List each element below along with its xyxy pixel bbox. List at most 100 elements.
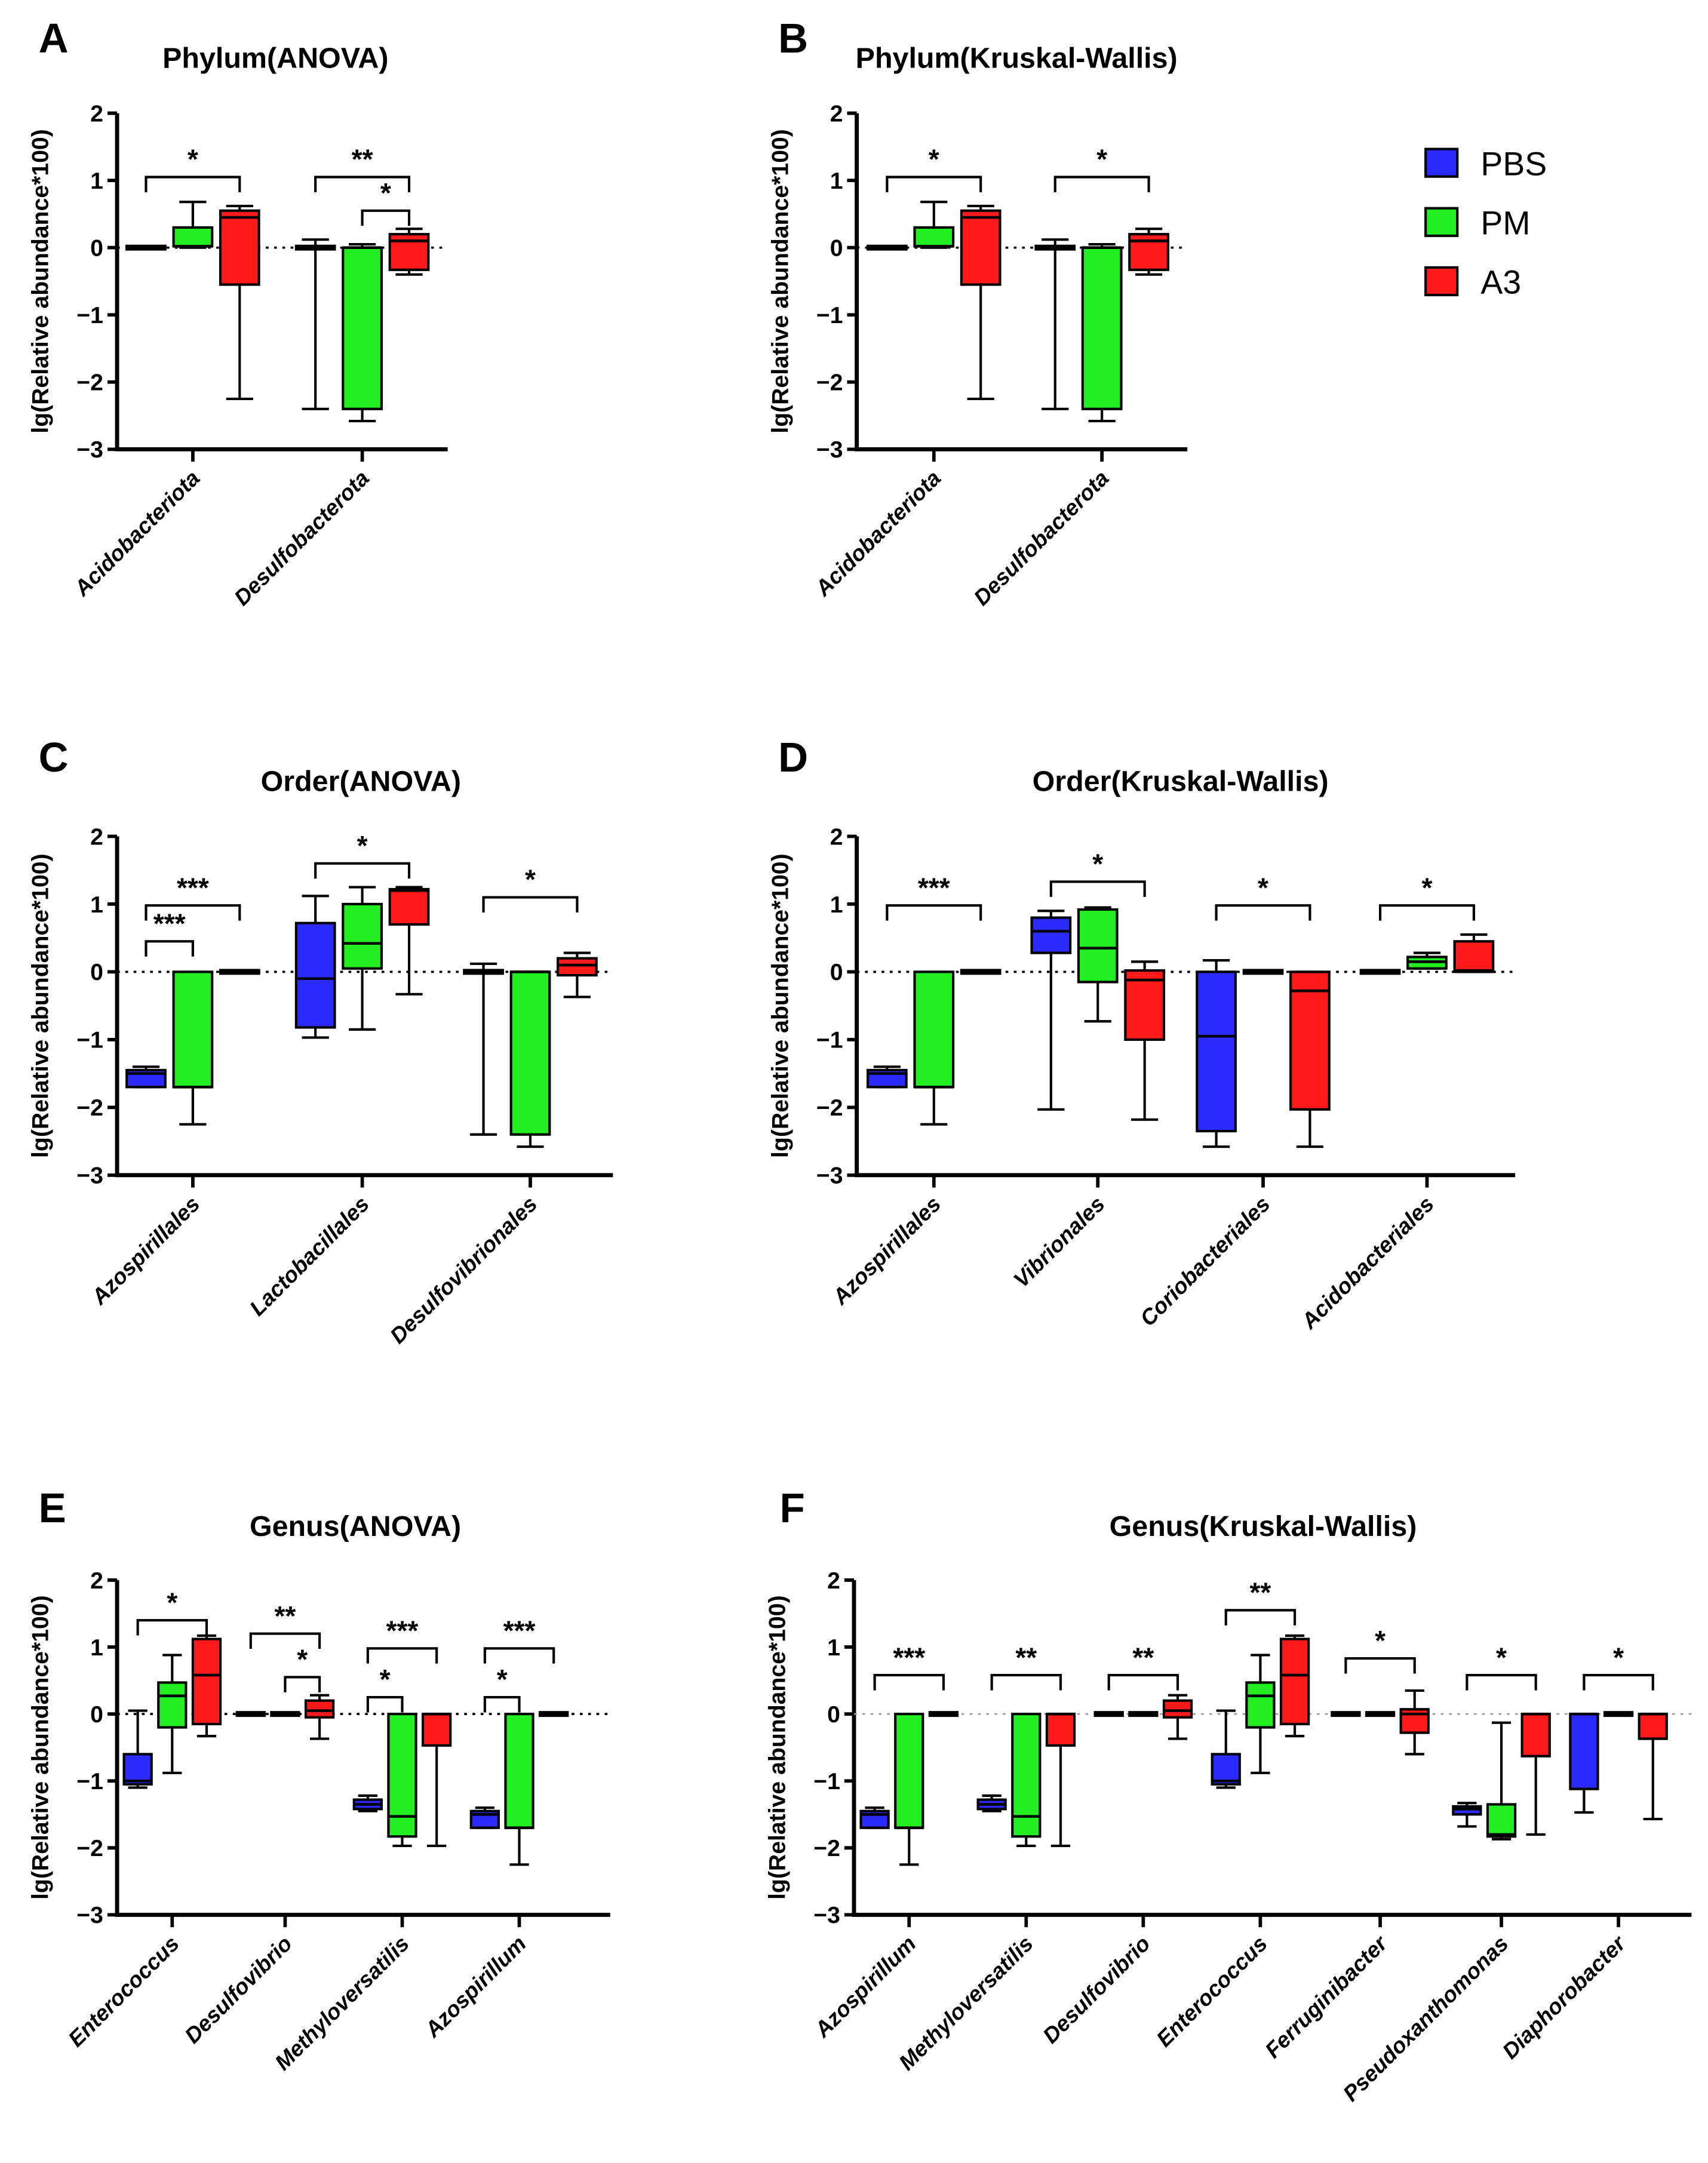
x-tick-label: Azospirillales (827, 1191, 945, 1310)
box-pbs (122, 1709, 153, 1789)
box-pm (1406, 951, 1448, 970)
box-pbs (1034, 238, 1076, 410)
significance-label: *** (918, 872, 950, 903)
box-iqr (1279, 1637, 1310, 1726)
significance-label: *** (153, 908, 186, 939)
box-iqr (172, 226, 214, 248)
significance-label: * (297, 1644, 308, 1675)
y-tick-label: 1 (827, 1635, 840, 1661)
box-pm (1242, 969, 1284, 975)
box-pm (1365, 1711, 1396, 1718)
box-a3 (1453, 933, 1495, 973)
chart-title: Order(ANOVA) (261, 765, 461, 797)
significance-bracket (990, 1674, 1062, 1691)
significance-label: ** (1249, 1577, 1271, 1608)
box-pm (509, 970, 551, 1148)
box-iqr (894, 1713, 924, 1829)
box-a3 (960, 204, 1002, 400)
box-iqr (1081, 246, 1123, 410)
significance-label: *** (386, 1615, 419, 1646)
box-iqr (342, 246, 383, 410)
significance-label: * (380, 1664, 391, 1695)
x-tick-label: Desulfobacterota (229, 466, 374, 610)
box-iqr (1569, 1713, 1599, 1790)
x-tick-label: Coriobacteriales (1135, 1191, 1274, 1331)
significance-label: * (188, 144, 198, 175)
box-iqr (219, 209, 260, 286)
significance-bracket (482, 896, 579, 912)
y-tick-label: −3 (816, 437, 843, 463)
significance-label: * (1092, 849, 1103, 880)
significance-label: * (1375, 1625, 1386, 1656)
significance-bracket (314, 862, 411, 879)
box-iqr (172, 970, 214, 1089)
chart-title: Order(Kruskal-Wallis) (1033, 765, 1329, 797)
y-tick-label: −1 (76, 303, 103, 328)
significance-label: ** (1015, 1642, 1037, 1673)
box-pbs (866, 1065, 908, 1089)
significance-bracket (361, 209, 411, 226)
box-a3 (1279, 1634, 1310, 1738)
box-iqr (294, 921, 336, 1029)
y-axis-label: lg(Relative abundance*100) (28, 129, 54, 434)
box-pbs (469, 1806, 500, 1829)
panel-a: A Phylum(ANOVA) lg(Relative abundance*100)… (28, 15, 448, 610)
significance-bracket (314, 176, 411, 192)
y-tick-label: 1 (830, 892, 843, 918)
y-tick-label: −3 (816, 1163, 843, 1189)
panel-letter: B (778, 15, 808, 62)
x-tick-label: Vibrionales (1009, 1191, 1110, 1292)
box-pbs (352, 1794, 383, 1812)
significance-bracket (1466, 1674, 1537, 1691)
chart-title: Phylum(ANOVA) (162, 42, 388, 74)
box-pbs (235, 1711, 266, 1718)
box-pbs (1452, 1802, 1482, 1828)
box-pbs (859, 1806, 890, 1829)
panel-letter: D (778, 734, 808, 781)
box-pbs (1569, 1712, 1599, 1814)
box-a3 (1045, 1712, 1076, 1848)
y-tick-label: −2 (76, 370, 103, 396)
y-axis-label: lg(Relative abundance*100) (28, 1595, 54, 1900)
x-tick-label: Azospirillales (87, 1191, 205, 1310)
box-a3 (388, 886, 430, 996)
y-tick-label: −3 (76, 1163, 103, 1189)
box-pbs (294, 238, 336, 410)
significance-label: ** (1132, 1642, 1154, 1673)
x-tick-label: Acidobacteriota (810, 466, 945, 601)
box-iqr (1453, 940, 1495, 973)
box-pm (504, 1713, 534, 1866)
box-a3 (219, 969, 260, 975)
box-pbs (1359, 969, 1401, 975)
x-tick-label: Enterococcus (63, 1931, 184, 2052)
significance-label: * (497, 1664, 508, 1695)
legend-swatch (1424, 148, 1459, 178)
y-tick-label: 1 (830, 168, 843, 194)
box-a3 (1399, 1689, 1430, 1756)
x-tick-label: Acidobacteriota (69, 466, 205, 601)
legend-item-pbs: PBS (1424, 145, 1547, 182)
significance-label: *** (177, 872, 209, 903)
box-iqr (504, 1713, 534, 1829)
y-tick-label: −1 (816, 303, 843, 328)
box-iqr (342, 902, 383, 970)
box-pm (1603, 1711, 1634, 1718)
y-tick-label: 2 (90, 101, 103, 127)
legend-item-pm: PM (1424, 205, 1530, 242)
box-pm (1011, 1713, 1042, 1848)
x-tick-label: Desulfovibrio (180, 1931, 297, 2048)
significance-bracket (1107, 1674, 1179, 1691)
significance-bracket (1215, 904, 1311, 921)
box-pbs (1093, 1711, 1124, 1718)
y-tick-label: −2 (813, 1836, 840, 1861)
y-tick-label: 0 (90, 1702, 103, 1728)
x-tick-label: Azospirillum (810, 1931, 921, 2042)
significance-bracket (249, 1632, 321, 1649)
significance-label: *** (503, 1615, 536, 1646)
box-iqr (191, 1637, 222, 1726)
box-iqr (913, 226, 955, 248)
box-a3 (557, 951, 598, 998)
significance-bracket (145, 940, 194, 957)
box-a3 (928, 1711, 959, 1718)
